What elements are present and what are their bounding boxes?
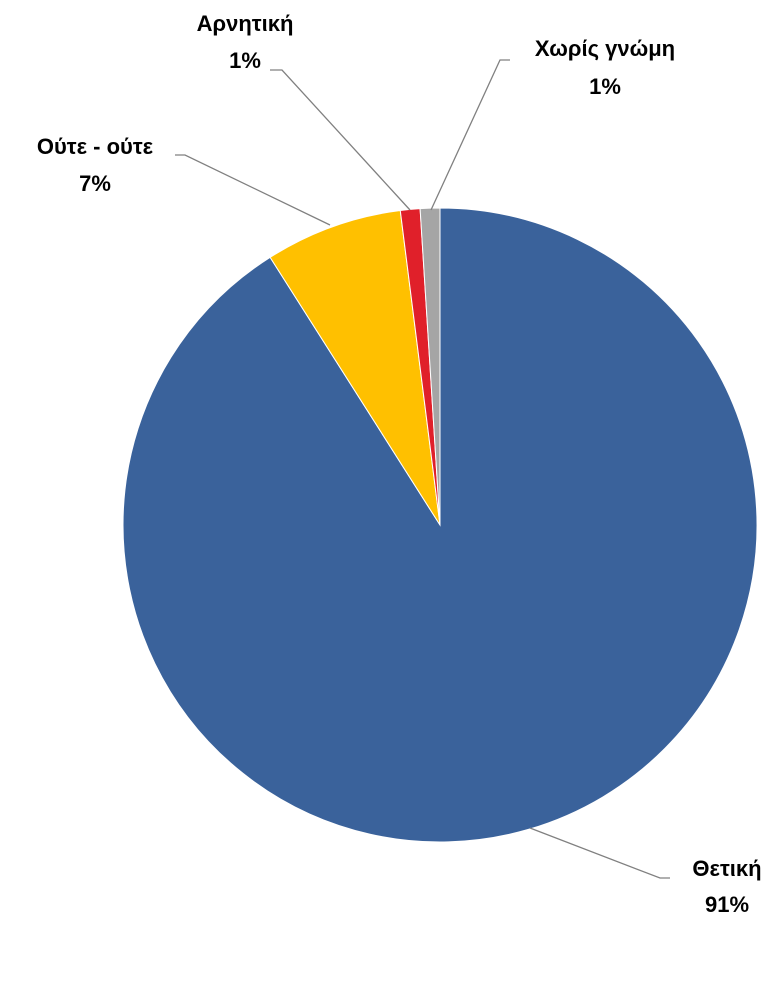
slice-label: Ούτε - ούτε: [37, 134, 154, 159]
pie-slice: [419, 207, 441, 526]
leader-line: [270, 69, 411, 211]
leader-line: [529, 827, 670, 879]
slice-label: Χωρίς γνώμη: [535, 36, 675, 61]
slice-value-label: 1%: [589, 74, 621, 99]
leader-line: [175, 154, 331, 226]
slice-value-label: 7%: [79, 171, 111, 196]
leader-line: [430, 59, 510, 211]
slice-value-label: 91%: [705, 892, 749, 917]
slice-label: Θετική: [692, 856, 761, 881]
slice-label: Αρνητική: [197, 11, 294, 36]
slice-value-label: 1%: [229, 48, 261, 73]
pie-slice: [269, 209, 441, 526]
